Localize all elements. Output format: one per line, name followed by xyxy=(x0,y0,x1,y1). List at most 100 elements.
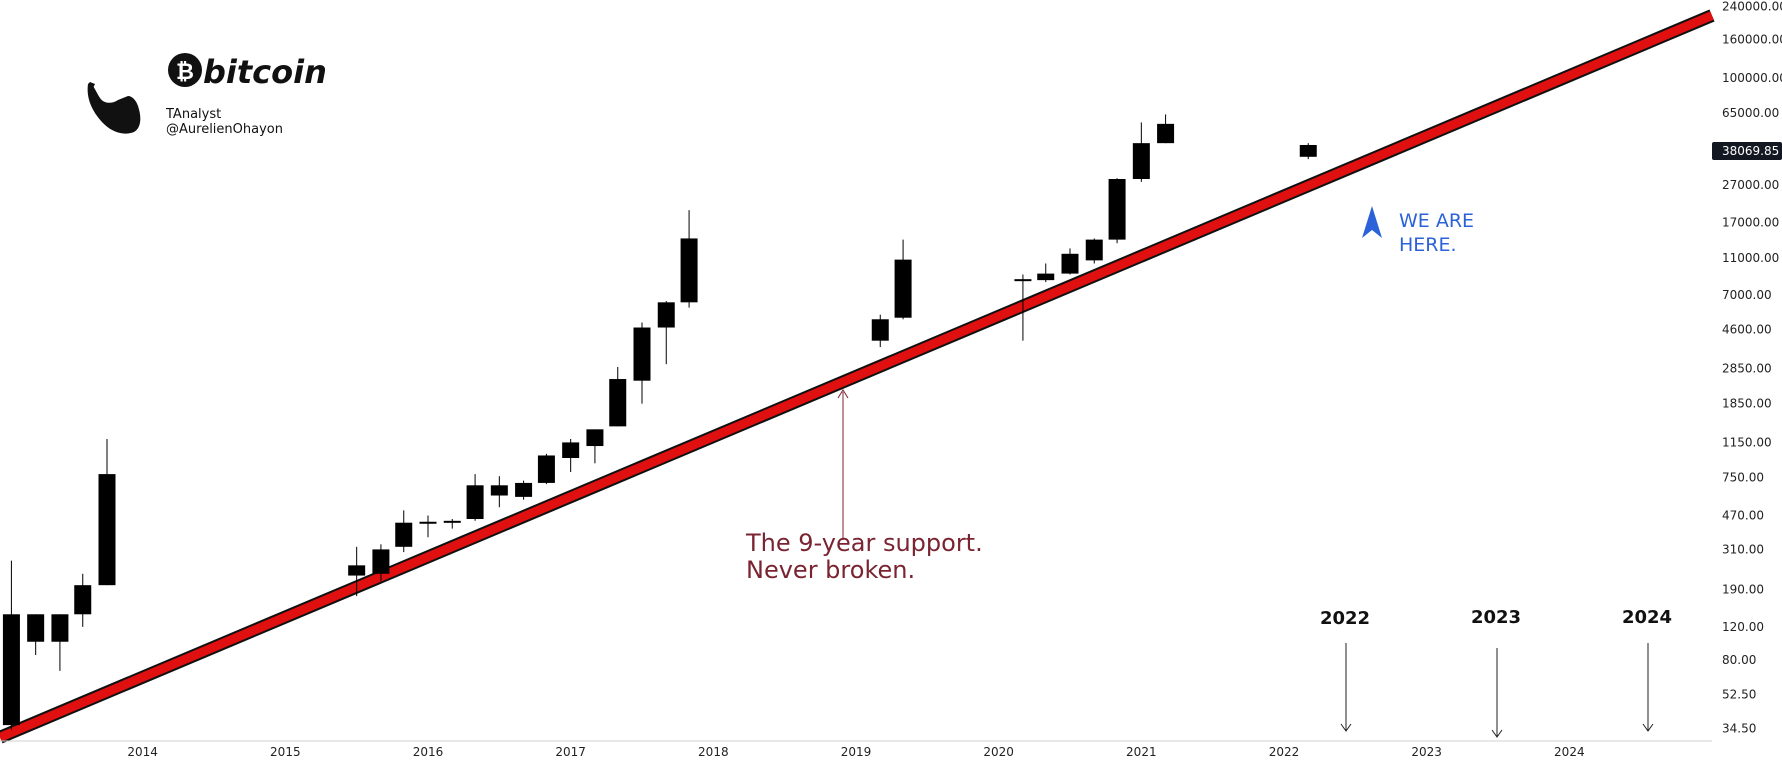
candle xyxy=(1299,143,1317,160)
x-tick-label: 2023 xyxy=(1411,745,1442,759)
candle xyxy=(1014,274,1032,341)
candle-body xyxy=(680,238,698,303)
candle xyxy=(1085,238,1103,264)
candle-body xyxy=(657,302,675,328)
candle-body xyxy=(1132,143,1150,180)
bitcoin-symbol: ₿ xyxy=(176,60,194,85)
x-axis: 2014 2015 2016 2017 2018 2019 2020 2021 2022 2023… xyxy=(0,740,1712,759)
y-tick-label: 1150.00 xyxy=(1722,435,1772,449)
candle-body xyxy=(27,614,45,642)
candle xyxy=(27,614,45,656)
candle xyxy=(1157,114,1175,144)
y-tick-label: 470.00 xyxy=(1722,508,1764,522)
y-tick-label: 1850.00 xyxy=(1722,397,1772,411)
year-marker-label: 2024 xyxy=(1622,607,1672,628)
candle-body xyxy=(586,429,604,447)
year-marker-label: 2023 xyxy=(1471,607,1521,628)
down-arrow-icon xyxy=(1642,723,1654,732)
y-tick-label: 160000.00 xyxy=(1722,33,1782,47)
candle xyxy=(348,546,366,597)
candle-body xyxy=(537,455,555,483)
candle-body xyxy=(74,585,92,615)
candle xyxy=(562,438,580,473)
candle xyxy=(490,476,508,508)
support-line xyxy=(0,11,1714,742)
y-tick-label: 120.00 xyxy=(1722,620,1764,634)
current-price-badge-bg xyxy=(1712,142,1782,160)
bitcoin-coin-icon xyxy=(168,53,202,87)
x-tick-label: 2015 xyxy=(270,745,301,759)
candle xyxy=(1037,263,1055,283)
we-are-here-line2: HERE. xyxy=(1399,234,1457,256)
x-tick-label: 2019 xyxy=(841,745,872,759)
candle-body xyxy=(466,485,484,519)
candle xyxy=(372,544,390,582)
x-tick-label: 2018 xyxy=(698,745,729,759)
candle-body xyxy=(443,520,461,523)
candle xyxy=(443,518,461,529)
candle-body xyxy=(871,319,889,341)
candle xyxy=(1132,122,1150,182)
author-name: TAnalyst xyxy=(165,107,221,122)
candle xyxy=(51,614,69,671)
candle-body xyxy=(609,379,627,427)
candle xyxy=(1061,248,1079,275)
y-tick-label: 310.00 xyxy=(1722,542,1764,556)
x-tick-label: 2020 xyxy=(983,745,1014,759)
year-marker-2022: 2022 xyxy=(1320,608,1370,732)
x-tick-label: 2016 xyxy=(413,745,444,759)
candle xyxy=(871,314,889,348)
candle xyxy=(466,474,484,521)
candle-body xyxy=(372,549,390,574)
candle xyxy=(657,301,675,365)
candle xyxy=(98,438,116,586)
year-marker-label: 2022 xyxy=(1320,608,1370,629)
candle-body xyxy=(395,522,413,547)
candle xyxy=(395,510,413,553)
y-tick-label: 240000.00 xyxy=(1722,0,1782,14)
candle-body xyxy=(1014,279,1032,282)
y-tick-label: 65000.00 xyxy=(1722,106,1779,120)
y-tick-label: 11000.00 xyxy=(1722,251,1779,265)
candle-body xyxy=(1108,179,1126,240)
candle-body xyxy=(51,614,69,642)
navigation-arrow-icon xyxy=(1362,206,1382,238)
candle xyxy=(633,322,651,404)
year-marker-2024: 2024 xyxy=(1622,607,1672,732)
candle-body xyxy=(348,565,366,576)
current-price-badge: 38069.85 xyxy=(1712,142,1782,160)
y-tick-label: 34.50 xyxy=(1722,722,1756,736)
candle-body xyxy=(98,474,116,586)
candle xyxy=(537,453,555,485)
candle-body xyxy=(2,614,20,726)
y-tick-label: 27000.00 xyxy=(1722,178,1779,192)
brand-logo: ₿ bitcoin xyxy=(168,53,327,91)
support-trendline xyxy=(0,9,1715,744)
author-handle: @AurelienOhayon xyxy=(166,122,283,137)
candle xyxy=(419,515,437,538)
candle xyxy=(2,560,20,730)
x-tick-label: 2017 xyxy=(555,745,586,759)
x-tick-label: 2022 xyxy=(1269,745,1300,759)
y-tick-label: 7000.00 xyxy=(1722,288,1772,302)
y-tick-label: 17000.00 xyxy=(1722,216,1779,230)
y-tick-label: 4600.00 xyxy=(1722,322,1772,336)
candles-group xyxy=(2,114,1317,730)
candle-body xyxy=(894,259,912,318)
current-price-label: 38069.85 xyxy=(1722,144,1779,158)
avatar-tuft-icon xyxy=(90,82,95,90)
y-tick-label: 190.00 xyxy=(1722,582,1764,596)
candle-body xyxy=(562,442,580,459)
candle xyxy=(1108,178,1126,244)
y-tick-label: 80.00 xyxy=(1722,653,1756,667)
candle-body xyxy=(1037,273,1055,281)
candle xyxy=(74,573,92,627)
we-are-here-line1: WE ARE xyxy=(1399,210,1474,232)
x-tick-label: 2024 xyxy=(1554,745,1585,759)
candle xyxy=(894,239,912,320)
candle xyxy=(609,366,627,427)
x-tick-label: 2021 xyxy=(1126,745,1157,759)
y-tick-label: 2850.00 xyxy=(1722,361,1772,375)
support-annotation: The 9-year support. Never broken. xyxy=(745,389,983,584)
